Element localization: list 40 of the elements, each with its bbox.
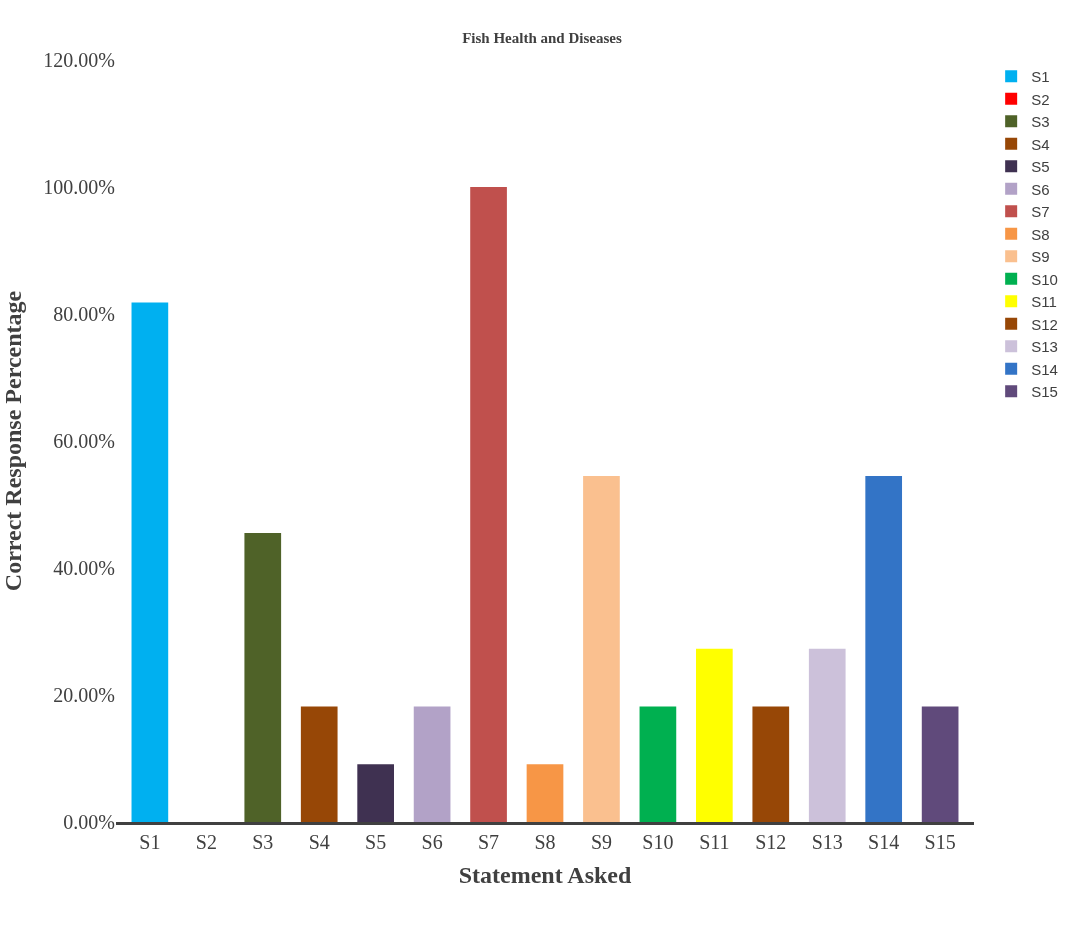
x-tick-label: S8 (534, 831, 556, 853)
legend-label: S1 (1031, 68, 1050, 86)
x-tick-label: S7 (477, 831, 500, 853)
legend-label: S10 (1031, 270, 1058, 288)
x-tick-label: S2 (195, 831, 217, 853)
legend-label: S4 (1031, 135, 1050, 153)
x-tick-label: S12 (755, 831, 787, 853)
legend-label: S11 (1031, 293, 1057, 311)
x-tick-label: S13 (811, 831, 843, 853)
y-tick-label: 0.00% (63, 811, 115, 833)
x-tick-label: S10 (642, 831, 674, 853)
legend-label: S2 (1031, 90, 1050, 108)
legend-label: S3 (1031, 113, 1050, 131)
x-tick-label: S3 (252, 831, 274, 853)
x-tick-label: S4 (308, 831, 330, 853)
x-tick-label: S1 (139, 831, 161, 853)
legend-label: S12 (1031, 315, 1058, 333)
x-tick-label: S5 (365, 831, 387, 853)
chart-title: Fish Health and Diseases (462, 30, 622, 47)
y-axis-title: Correct Response Percentage (0, 290, 26, 592)
y-tick-label: 60.00% (53, 430, 115, 452)
legend-label: S6 (1031, 180, 1050, 198)
x-tick-label: S14 (868, 831, 900, 853)
y-tick-label: 40.00% (53, 557, 115, 579)
y-tick-label: 80.00% (53, 303, 115, 325)
legend-label: S8 (1031, 225, 1050, 243)
legend-label: S9 (1031, 248, 1050, 266)
legend-label: S5 (1031, 158, 1050, 176)
x-tick-label: S9 (590, 831, 613, 853)
legend-label: S15 (1031, 383, 1058, 401)
legend-label: S7 (1031, 203, 1050, 221)
x-axis-title: Statement Asked (458, 862, 632, 889)
legend-label: S13 (1031, 338, 1058, 356)
legend-label: S14 (1031, 360, 1058, 378)
y-tick-label: 120.00% (43, 49, 115, 71)
y-tick-label: 20.00% (53, 684, 115, 706)
x-tick-label: S11 (699, 831, 730, 853)
x-tick-label: S6 (421, 831, 443, 853)
y-tick-label: 100.00% (43, 176, 115, 198)
x-tick-label: S15 (924, 831, 956, 853)
